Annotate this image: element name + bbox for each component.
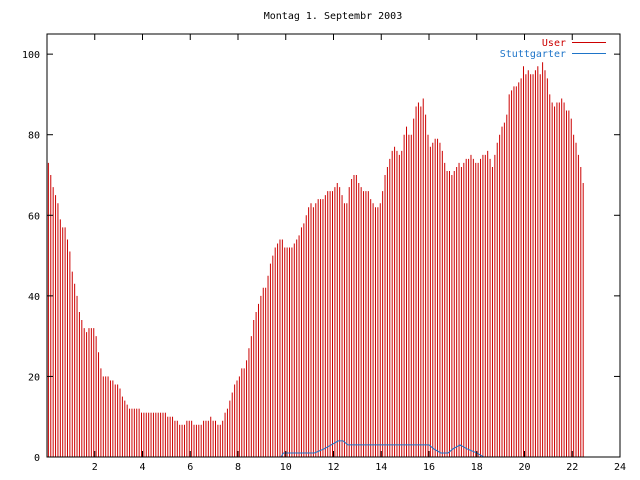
chart-title: Montag 1. Septembr 2003 bbox=[264, 11, 402, 22]
plot-frame bbox=[46, 33, 621, 458]
x-tick-label: 6 bbox=[187, 462, 193, 473]
x-tick-label: 4 bbox=[139, 462, 145, 473]
y-tick-label: 80 bbox=[28, 131, 40, 142]
y-tick-label: 0 bbox=[34, 453, 40, 464]
legend-label-stuttgarter: Stuttgarter bbox=[500, 49, 566, 60]
x-tick-label: 22 bbox=[566, 462, 578, 473]
x-tick-label: 10 bbox=[280, 462, 292, 473]
x-tick-label: 12 bbox=[327, 462, 339, 473]
x-tick-label: 18 bbox=[471, 462, 483, 473]
x-tick-label: 20 bbox=[518, 462, 530, 473]
user-series-bars bbox=[47, 62, 584, 457]
y-tick-label: 40 bbox=[28, 292, 40, 303]
y-tick-label: 20 bbox=[28, 372, 40, 383]
x-tick-label: 8 bbox=[235, 462, 241, 473]
legend: User Stuttgarter bbox=[500, 38, 606, 60]
y-axis: 0 20 40 60 80 100 bbox=[22, 50, 620, 464]
x-tick-label: 24 bbox=[614, 462, 626, 473]
y-tick-label: 100 bbox=[22, 50, 40, 61]
stuttgarter-series-line-group bbox=[47, 440, 620, 458]
x-tick-label: 14 bbox=[375, 462, 387, 473]
stuttgarter-line bbox=[47, 440, 620, 458]
x-axis: 2 4 6 8 10 12 14 16 18 20 22 24 bbox=[92, 34, 626, 473]
y-tick-label: 60 bbox=[28, 211, 40, 222]
x-tick-label: 2 bbox=[92, 462, 98, 473]
x-tick-label: 16 bbox=[423, 462, 435, 473]
legend-label-user: User bbox=[542, 38, 566, 49]
